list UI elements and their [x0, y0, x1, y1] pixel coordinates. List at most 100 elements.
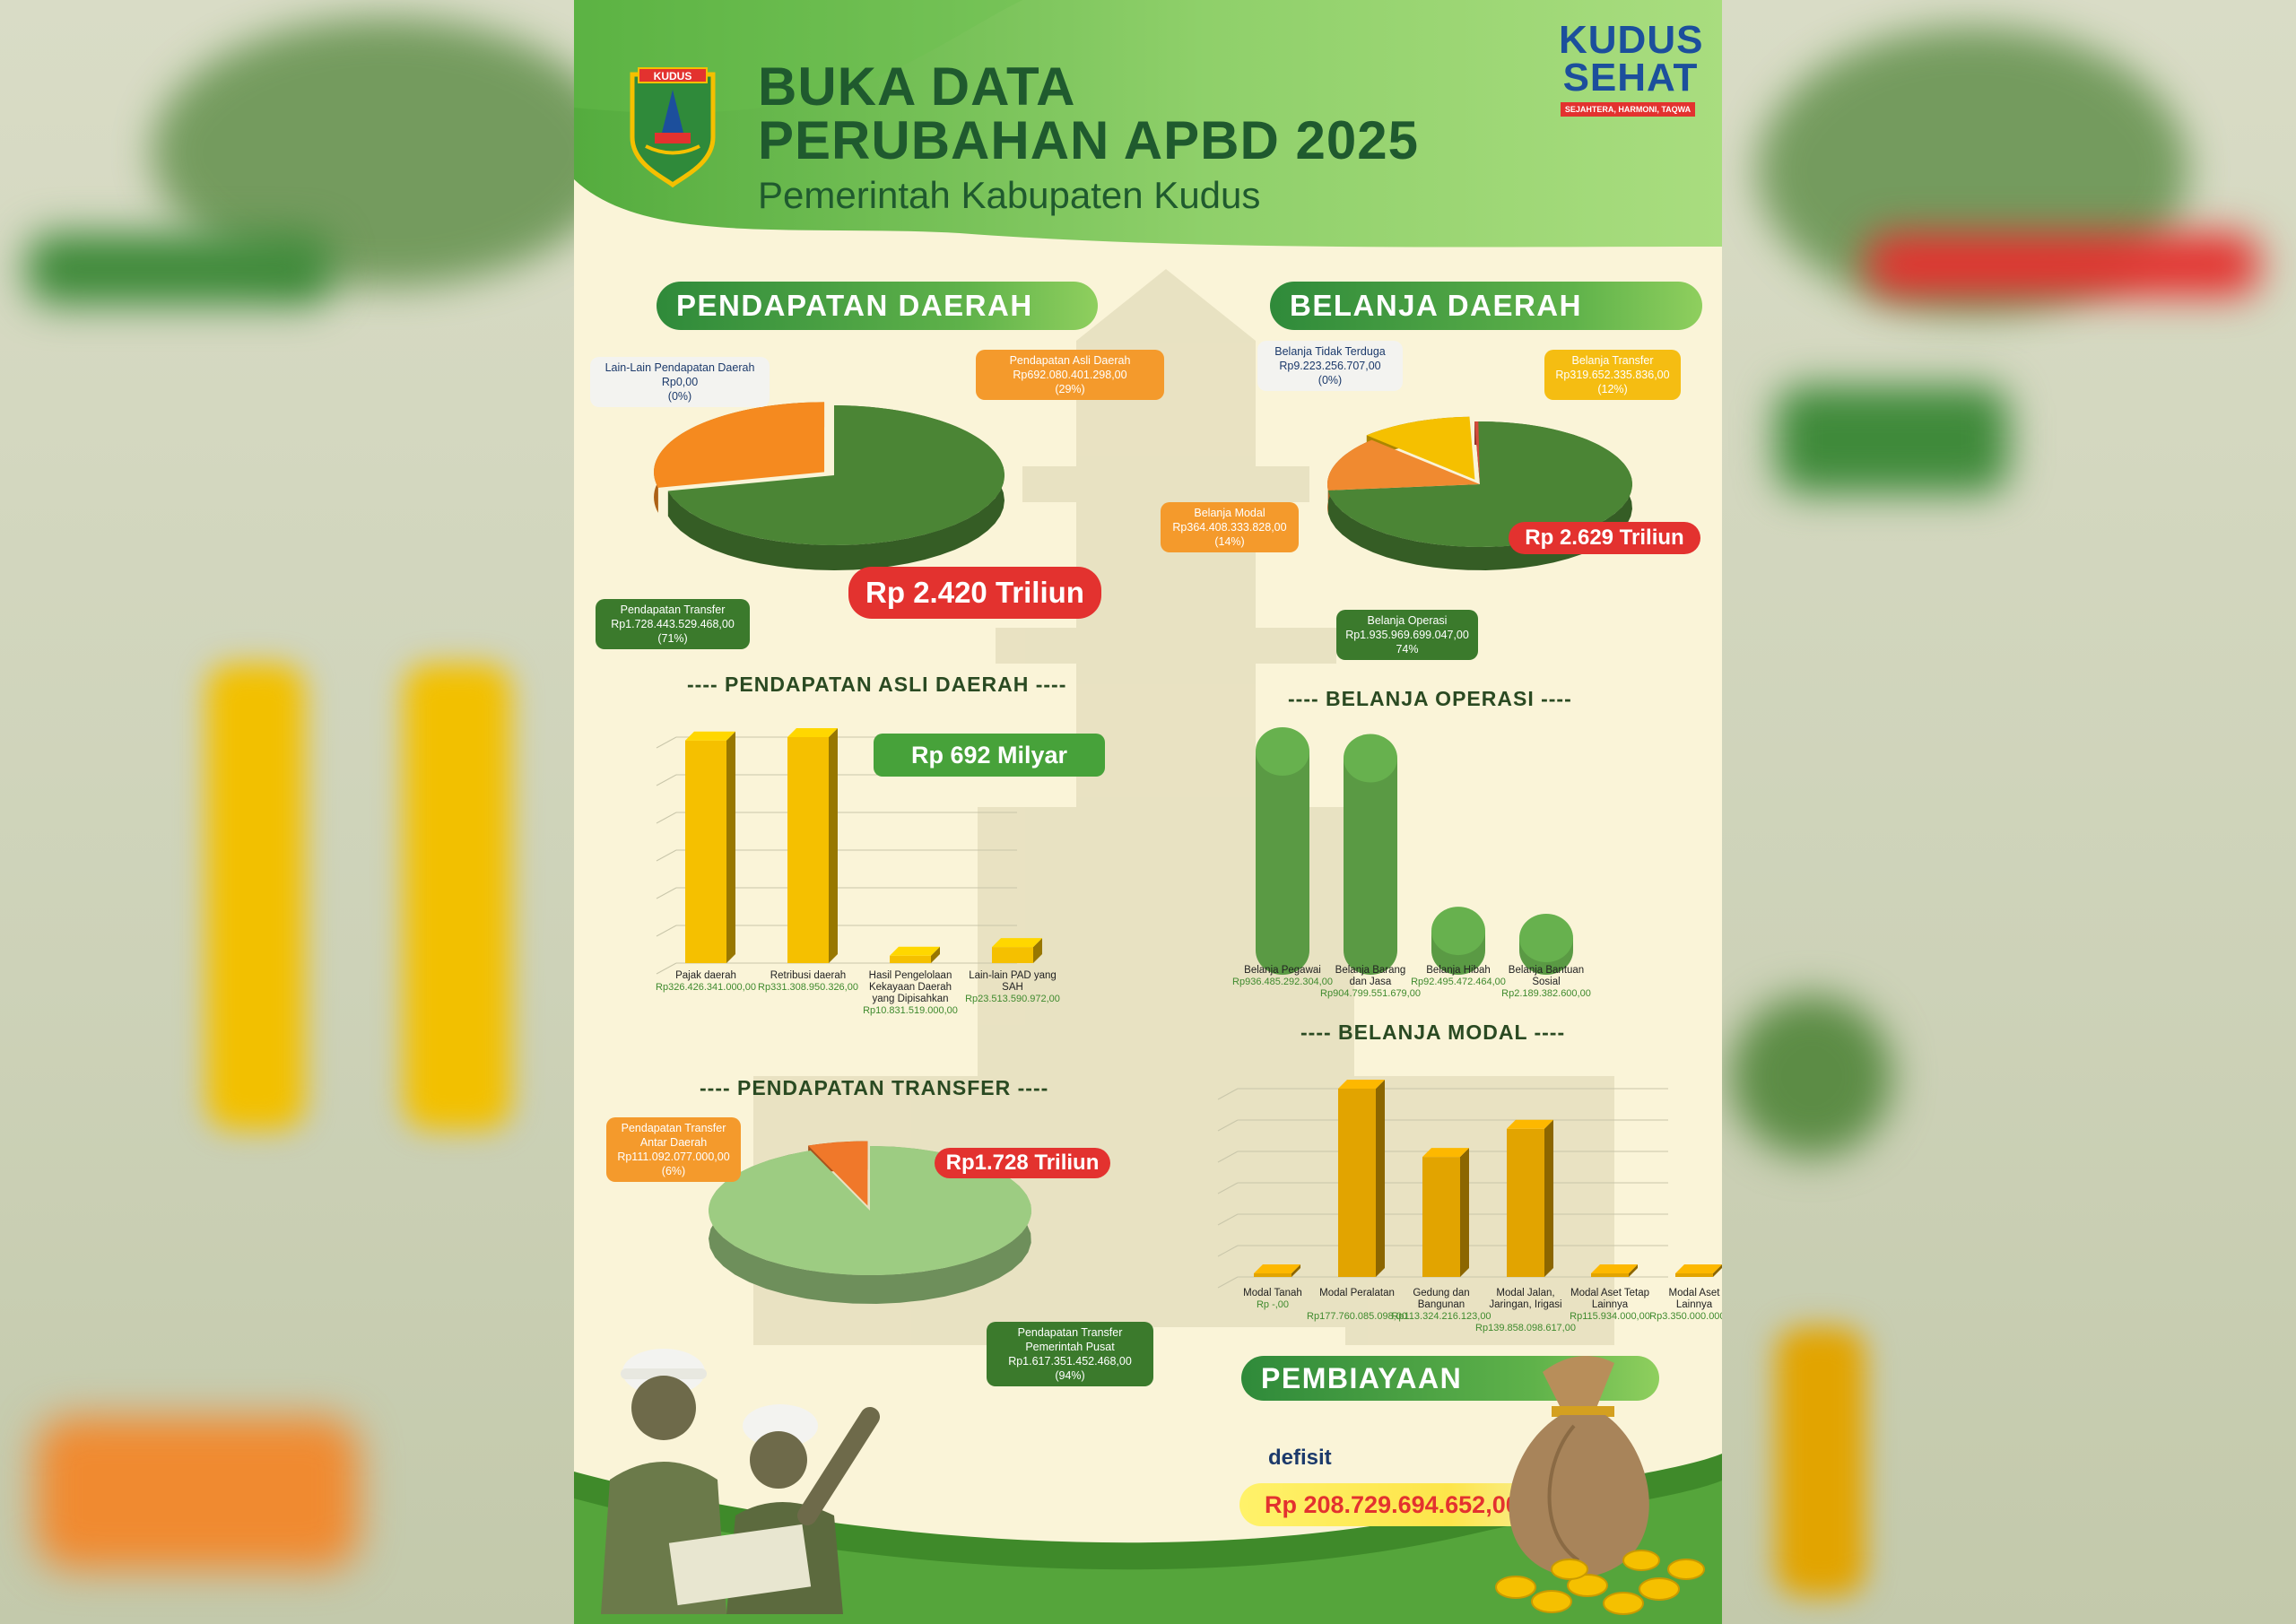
percent: (12%) [1597, 383, 1628, 395]
modal-heading: ---- BELANJA MODAL ---- [1300, 1020, 1566, 1044]
bar-3 [890, 946, 940, 963]
pendapatan-daerah-pie [654, 402, 1004, 570]
brand-logo: KUDUS SEHAT [1559, 21, 1702, 100]
gridline [1217, 1245, 1239, 1257]
page-title-line2: PERUBAHAN APBD 2025 [758, 110, 1419, 170]
belanja-daerah-heading: BELANJA DAERAH [1270, 282, 1702, 330]
bar-category-label: Modal Peralatan [1319, 1288, 1395, 1298]
operasi-heading: ---- BELANJA OPERASI ---- [1288, 687, 1572, 710]
label: Pendapatan Transfer Antar Daerah [621, 1122, 726, 1149]
bar-2 [1338, 1080, 1385, 1277]
percent: (0%) [667, 390, 692, 403]
pie-slice [808, 1141, 868, 1206]
gridline [656, 925, 677, 937]
label: Lain-Lain Pendapatan Daerah [604, 361, 755, 374]
brand-tagline: SEJAHTERA, HARMONI, TAQWA [1561, 102, 1695, 117]
transfer-total-badge: Rp1.728 Triliun [935, 1148, 1110, 1178]
bar-value-label: Rp -,00 [1256, 1299, 1290, 1310]
callout-belanja-operasi: Belanja Operasi Rp1.935.969.699.047,00 7… [1336, 610, 1478, 660]
bar-1 [1254, 1264, 1300, 1277]
bar-1 [1256, 727, 1309, 975]
bar-3 [1422, 1148, 1469, 1277]
footer-wave [574, 1454, 1722, 1624]
blurred-bar [1731, 995, 1892, 1157]
callout-pendapatan-asli-daerah: Pendapatan Asli Daerah Rp692.080.401.298… [976, 350, 1164, 400]
label: Pendapatan Transfer Pemerintah Pusat [1017, 1326, 1123, 1353]
bar-value-label: Rp113.324.216.123,00 [1391, 1311, 1492, 1322]
bar-value-label: Rp2.189.382.600,00 [1501, 988, 1591, 999]
bar-value-label: Rp326.426.341.000,00 [656, 982, 756, 993]
value: Rp1.728.443.529.468,00 [611, 618, 735, 630]
gridline [1217, 1151, 1239, 1163]
gridline [1217, 1182, 1239, 1194]
blurred-bar [206, 664, 305, 1130]
callout-belanja-modal: Belanja Modal Rp364.408.333.828,00 (14%) [1161, 502, 1299, 552]
percent: (14%) [1214, 535, 1245, 548]
gridline [1217, 1119, 1239, 1132]
page-subtitle: Pemerintah Kabupaten Kudus [758, 174, 1261, 216]
percent: (94%) [1055, 1369, 1085, 1382]
gridline [656, 812, 677, 824]
gridline [1217, 1088, 1239, 1100]
money-bag-icon [1509, 1356, 1649, 1578]
callout-transfer-pemerintah-pusat: Pendapatan Transfer Pemerintah Pusat Rp1… [987, 1322, 1153, 1386]
callout-transfer-antar-daerah: Pendapatan Transfer Antar Daerah Rp111.0… [606, 1117, 741, 1182]
gridline [656, 774, 677, 786]
value: Rp692.080.401.298,00 [1013, 369, 1127, 381]
bar-value-label: Rp177.760.085.098,00 [1307, 1311, 1407, 1322]
bar-category-label: Belanja Bantuan Sosial [1508, 965, 1585, 987]
bar-5 [1591, 1264, 1638, 1277]
pie-slice [654, 402, 825, 488]
bar-category-label: Hasil Pengelolaan Kekayaan Daerah yang D… [868, 970, 952, 1004]
callout-belanja-tidak-terduga: Belanja Tidak Terduga Rp9.223.256.707,00… [1257, 341, 1403, 391]
gridline [1217, 1213, 1239, 1226]
crest-label: KUDUS [654, 70, 692, 83]
gold-coins-icon [1495, 1550, 1705, 1615]
modal-bar-chart [1217, 1080, 1722, 1289]
bar-2 [1344, 734, 1397, 975]
bar-value-label: Rp23.513.590.972,00 [965, 994, 1060, 1004]
bar-2 [787, 728, 838, 963]
pie-slice [1327, 439, 1480, 491]
bar-4 [992, 938, 1042, 963]
bar-value-label: Rp904.799.551.679,00 [1320, 988, 1421, 999]
bar-category-label: Modal Aset Tetap Lainnya [1570, 1288, 1650, 1310]
callout-pendapatan-transfer: Pendapatan Transfer Rp1.728.443.529.468,… [596, 599, 750, 649]
bar-category-label: Belanja Pegawai [1244, 965, 1321, 976]
defisit-label: defisit [1268, 1446, 1332, 1470]
bar-value-label: Rp331.308.950.326,00 [758, 982, 858, 993]
blurred-bar [1776, 1327, 1866, 1596]
bar-category-label: Retribusi daerah [770, 970, 847, 981]
workers-illustration [601, 1349, 880, 1614]
blurred-pill [27, 233, 332, 305]
pad-total-badge: Rp 692 Milyar [874, 734, 1105, 777]
gridline [656, 962, 677, 975]
transfer-heading: ---- PENDAPATAN TRANSFER ---- [700, 1076, 1049, 1099]
brand-line2: SEHAT [1562, 56, 1699, 100]
bar-category-label: Belanja Hibah [1426, 965, 1491, 976]
bar-value-label: Rp10.831.519.000,00 [863, 1005, 958, 1016]
value: Rp319.652.335.836,00 [1555, 369, 1670, 381]
bar-value-label: Rp139.858.098.617,00 [1475, 1323, 1576, 1333]
blurred-bar [404, 664, 511, 1130]
bar-3 [1431, 907, 1485, 975]
blurred-callout [36, 1417, 359, 1569]
value: Rp9.223.256.707,00 [1279, 360, 1381, 372]
bar-category-label: Belanja Barang dan Jasa [1335, 965, 1406, 987]
kudus-crest-icon: KUDUS [630, 67, 716, 188]
pie-slice [667, 405, 1004, 545]
percent: (6%) [661, 1165, 686, 1177]
bar-1 [685, 731, 735, 963]
blurred-pill [1776, 386, 2009, 493]
percent: (0%) [1318, 374, 1343, 386]
blurred-total [1866, 233, 2260, 296]
pie-slice [709, 1146, 1031, 1275]
label: Pendapatan Asli Daerah [1009, 354, 1131, 367]
percent: (29%) [1055, 383, 1085, 395]
bar-category-label: Gedung dan Bangunan [1413, 1288, 1470, 1310]
bar-4 [1507, 1119, 1553, 1277]
pie-slice [1366, 416, 1475, 480]
value: Rp0,00 [661, 376, 699, 388]
bar-category-label: Modal Jalan, Jaringan, Irigasi [1489, 1288, 1562, 1310]
label: Belanja Operasi [1367, 614, 1448, 627]
